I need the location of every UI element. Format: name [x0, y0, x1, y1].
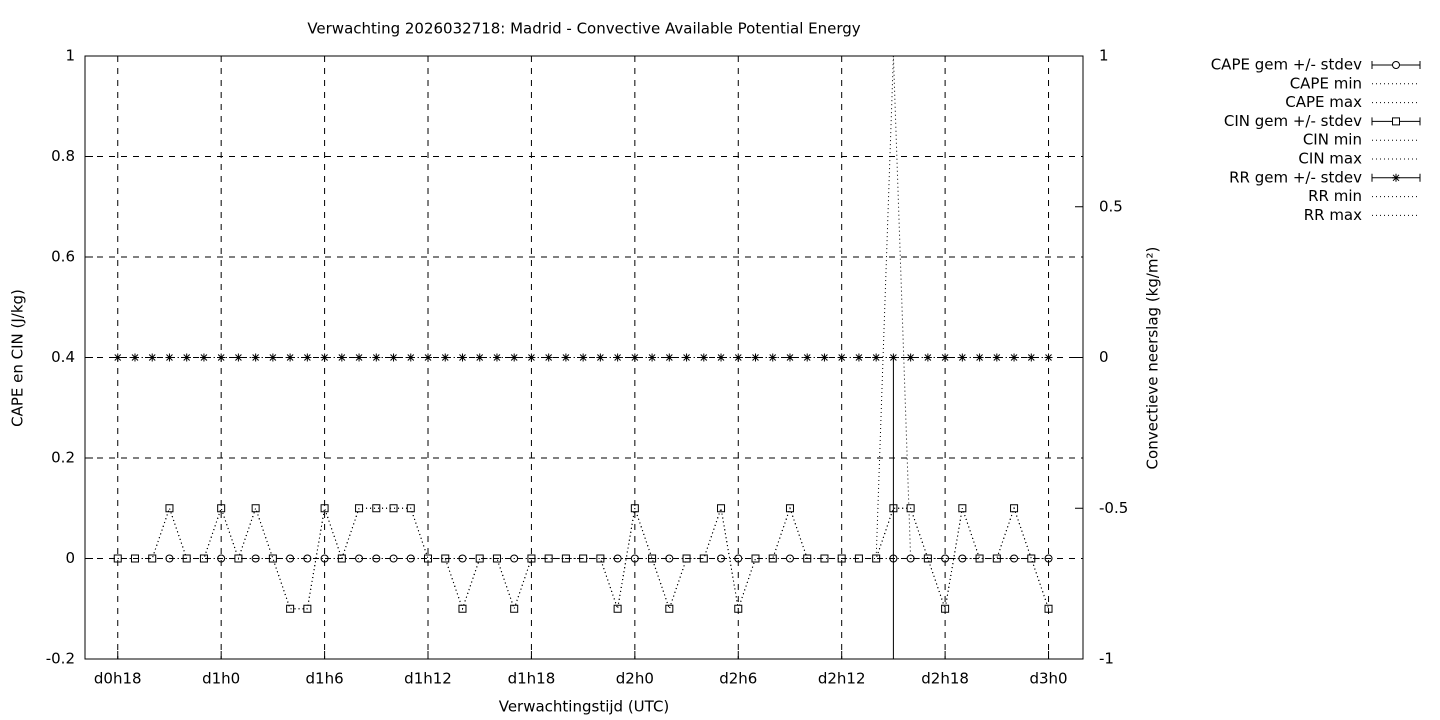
point	[544, 353, 553, 362]
legend-label: CAPE min	[1290, 74, 1362, 92]
y-tick-label: 0	[65, 549, 75, 567]
x-tick-label: d2h18	[921, 670, 969, 688]
y-tick-label: 0.4	[51, 348, 75, 366]
chart-title: Verwachting 2026032718: Madrid - Convect…	[307, 20, 860, 38]
point	[613, 604, 622, 613]
point	[372, 504, 381, 513]
legend-marker	[1392, 173, 1400, 182]
point	[199, 353, 208, 362]
x-tick-label: d2h12	[818, 670, 866, 688]
y2-tick-label: 1	[1099, 47, 1109, 65]
point	[665, 604, 674, 613]
x-tick-label: d1h18	[508, 670, 556, 688]
y-tick-label: 1	[65, 47, 75, 65]
legend-label: RR min	[1308, 187, 1362, 205]
point	[699, 353, 708, 362]
point	[355, 504, 364, 513]
point	[992, 353, 1001, 362]
legend-label: RR gem +/- stdev	[1229, 168, 1362, 186]
point	[717, 504, 726, 513]
point	[286, 604, 295, 613]
series-line	[117, 56, 1049, 559]
x-axis-label: Verwachtingstijd (UTC)	[499, 698, 670, 716]
point	[165, 504, 174, 513]
point	[820, 353, 829, 362]
point	[510, 604, 519, 613]
y-tick-label: 0.6	[51, 248, 75, 266]
series-line	[117, 506, 1049, 611]
point	[148, 353, 157, 362]
y-axis-label: CAPE en CIN (J/kg)	[9, 289, 27, 427]
legend-marker	[1392, 61, 1400, 69]
x-tick-label: d0h18	[94, 670, 142, 688]
point	[579, 353, 588, 362]
point	[751, 353, 760, 362]
x-tick-label: d1h0	[202, 670, 240, 688]
legend-label: CIN gem +/- stdev	[1224, 112, 1362, 130]
point	[251, 504, 260, 513]
x-tick-label: d2h0	[616, 670, 654, 688]
point	[665, 353, 674, 362]
legend-label: CAPE gem +/- stdev	[1211, 56, 1362, 74]
point	[389, 353, 398, 362]
legend-marker	[1392, 117, 1400, 126]
point	[303, 353, 312, 362]
point	[355, 353, 364, 362]
x-tick-label: d1h6	[306, 670, 344, 688]
point	[475, 353, 484, 362]
point	[268, 353, 277, 362]
point	[1027, 353, 1036, 362]
legend-label: CIN max	[1298, 150, 1362, 168]
y2-axis-label: Convectieve neerslag (kg/m²)	[1144, 247, 1162, 470]
point	[975, 353, 984, 362]
legend-label: CIN min	[1303, 131, 1362, 149]
legend-label: CAPE max	[1285, 93, 1362, 111]
legend-label: RR max	[1304, 206, 1362, 224]
x-tick-label: d1h12	[404, 670, 452, 688]
y-tick-label: 0.2	[51, 449, 75, 467]
y2-tick-label: -1	[1099, 650, 1114, 668]
point	[596, 353, 605, 362]
x-tick-label: d2h6	[719, 670, 757, 688]
point	[389, 554, 398, 563]
y-tick-label: 0.8	[51, 147, 75, 165]
y2-tick-label: 0.5	[1099, 197, 1123, 215]
x-tick-label: d3h0	[1029, 670, 1067, 688]
point	[872, 353, 881, 362]
y2-tick-label: -0.5	[1099, 499, 1128, 517]
point	[389, 504, 398, 513]
y-tick-label: -0.2	[46, 650, 75, 668]
y2-tick-label: 0	[1099, 348, 1109, 366]
